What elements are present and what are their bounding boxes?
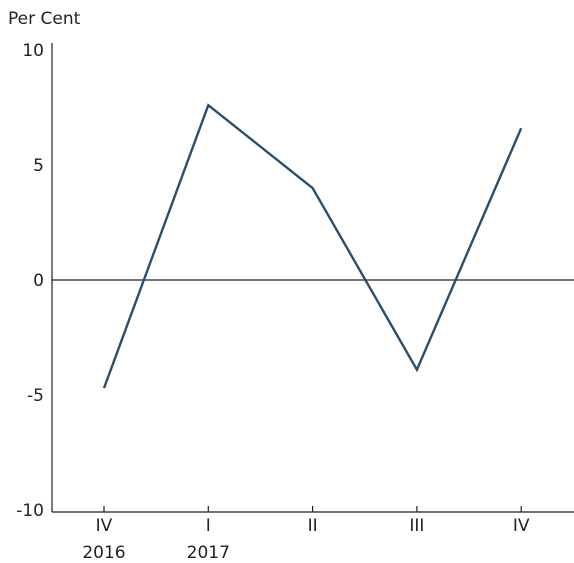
axes [51, 43, 574, 513]
series-line [102, 103, 523, 389]
x-tick-label: IV [513, 516, 530, 536]
y-tick-label: -10 [16, 501, 44, 521]
y-tick-label: 10 [22, 41, 44, 61]
series-layer [102, 103, 523, 389]
x-year-label: 2017 [187, 543, 230, 563]
x-year-label: 2016 [82, 543, 125, 563]
y-tick-label: 0 [33, 271, 44, 291]
y-tick-label: 5 [33, 156, 44, 176]
y-tick-label: -5 [27, 386, 44, 406]
x-tick-label: IV [96, 516, 113, 536]
x-tick-label: I [206, 516, 211, 536]
x-tick-label: III [409, 516, 424, 536]
x-tick-label: II [308, 516, 318, 536]
y-axis-title: Per Cent [8, 9, 81, 29]
